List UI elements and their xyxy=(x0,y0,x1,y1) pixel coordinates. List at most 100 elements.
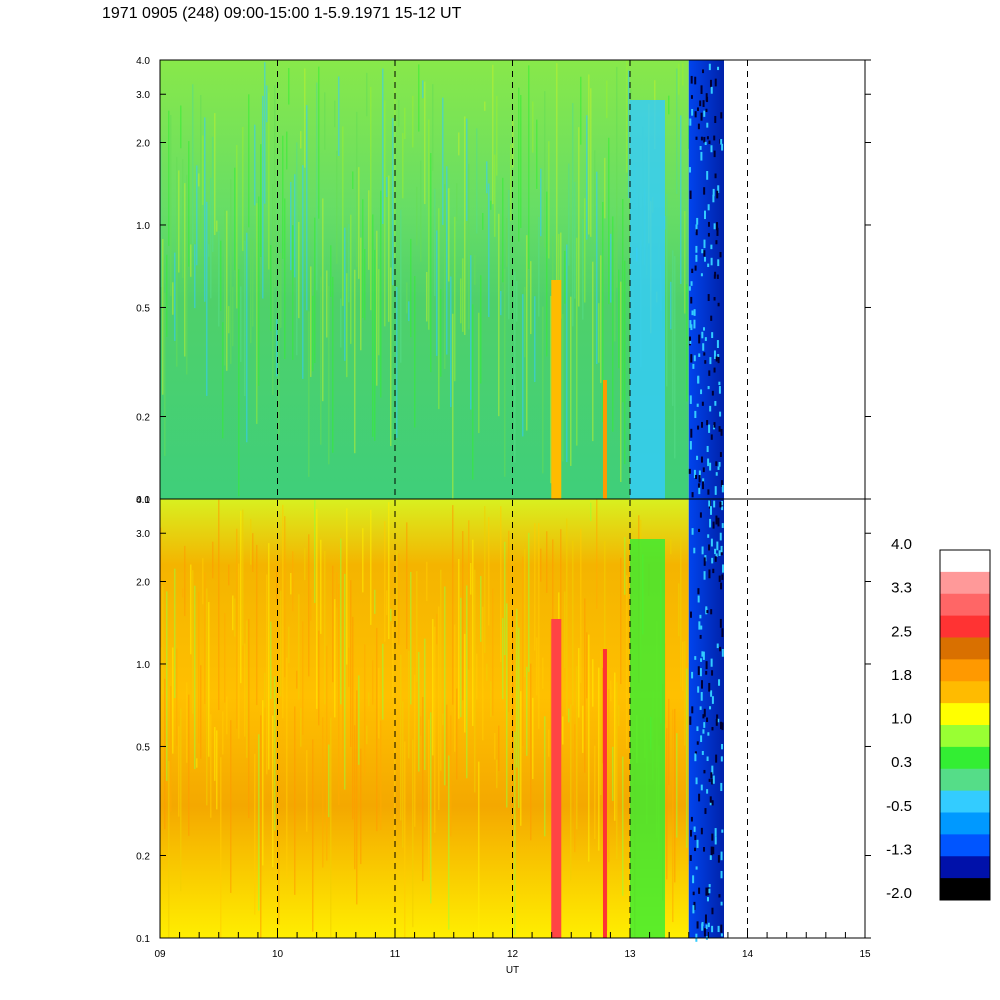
y-tick-label: 3.0 xyxy=(136,90,150,101)
noise-speck xyxy=(689,395,692,404)
noise-speck xyxy=(700,658,703,662)
spectral-streak xyxy=(530,261,532,335)
spectral-streak xyxy=(364,249,366,321)
noise-speck xyxy=(690,324,693,331)
noise-speck xyxy=(714,78,717,87)
noise-speck xyxy=(713,367,716,373)
noise-speck xyxy=(710,690,713,697)
noise-speck xyxy=(688,468,691,474)
noise-speck xyxy=(717,855,720,863)
spectral-streak xyxy=(472,304,474,480)
spectral-streak xyxy=(598,667,600,851)
spectral-streak xyxy=(498,213,500,417)
spectral-streak xyxy=(494,732,496,760)
noise-speck xyxy=(721,484,724,493)
noise-speck xyxy=(716,222,719,231)
noise-speck xyxy=(716,274,719,279)
noise-speck xyxy=(712,194,715,203)
colorbar-label: 4.0 xyxy=(891,536,912,553)
spectral-streak xyxy=(368,190,370,270)
spectral-streak xyxy=(230,720,232,893)
noise-speck xyxy=(718,550,721,557)
spectral-streak xyxy=(350,214,352,344)
noise-speck xyxy=(708,888,711,894)
spectral-streak xyxy=(574,724,576,853)
noise-speck xyxy=(704,256,707,262)
spectral-streak xyxy=(458,559,460,719)
noise-speck xyxy=(712,846,715,855)
noise-speck xyxy=(691,671,694,679)
noise-speck xyxy=(714,836,717,845)
spectral-streak xyxy=(272,184,274,396)
y-tick-label: 0.2 xyxy=(136,413,150,424)
spectral-streak xyxy=(300,708,302,747)
spectral-streak xyxy=(334,100,336,128)
spectral-streak xyxy=(312,295,314,372)
spectral-streak xyxy=(602,201,604,423)
spectral-streak xyxy=(414,674,416,827)
spectral-streak xyxy=(594,150,596,244)
noise-speck xyxy=(698,334,701,344)
spectral-streak xyxy=(250,238,252,344)
transition-band xyxy=(630,100,665,499)
spectral-streak xyxy=(306,105,308,311)
spectral-streak xyxy=(410,571,412,705)
spectral-streak xyxy=(500,506,502,663)
spectral-streak xyxy=(600,650,602,796)
noise-speck xyxy=(701,680,704,689)
spectral-streak xyxy=(626,60,628,173)
spectral-streak xyxy=(198,173,200,187)
spectral-streak xyxy=(382,68,384,224)
spectral-streak xyxy=(464,116,466,335)
noise-speck xyxy=(716,227,719,236)
spectral-streak xyxy=(172,282,174,315)
noise-speck xyxy=(720,851,723,861)
spectral-streak xyxy=(618,705,620,727)
y-tick-label: 0.5 xyxy=(136,303,150,314)
spectral-streak xyxy=(276,567,278,603)
noise-speck xyxy=(690,75,693,84)
spectral-streak xyxy=(296,142,298,356)
event-band xyxy=(602,380,607,499)
spectral-streak xyxy=(666,728,668,880)
noise-speck xyxy=(720,901,723,906)
spectral-streak xyxy=(510,751,512,761)
spectral-streak xyxy=(312,739,314,932)
spectral-streak xyxy=(376,627,378,832)
spectral-streak xyxy=(244,240,246,397)
noise-speck xyxy=(716,541,719,551)
spectral-streak xyxy=(234,598,236,637)
noise-speck xyxy=(695,224,698,233)
spectral-streak xyxy=(484,506,486,653)
spectral-streak xyxy=(426,271,428,322)
noise-speck xyxy=(701,331,704,339)
spectral-streak xyxy=(212,541,214,579)
spectral-streak xyxy=(416,571,418,682)
noise-speck xyxy=(701,249,704,254)
spectral-streak xyxy=(496,95,498,176)
noise-speck xyxy=(710,315,713,321)
colorbar-swatch xyxy=(940,550,990,573)
spectral-streak xyxy=(388,175,390,322)
noise-speck xyxy=(702,327,705,331)
spectral-streak xyxy=(578,127,580,307)
spectral-streak xyxy=(208,244,210,257)
noise-speck xyxy=(701,546,704,555)
noise-speck xyxy=(702,729,705,734)
noise-speck xyxy=(694,76,697,85)
spectral-streak xyxy=(358,167,360,279)
spectral-streak xyxy=(428,119,430,330)
x-tick-label: 10 xyxy=(272,949,284,960)
spectral-streak xyxy=(522,556,524,746)
spectral-streak xyxy=(206,588,208,806)
noise-speck xyxy=(708,682,711,692)
noise-speck xyxy=(715,461,718,466)
spectral-streak xyxy=(386,590,388,616)
spectral-streak xyxy=(298,221,300,319)
spectral-streak xyxy=(564,591,566,669)
spectral-streak xyxy=(164,292,166,456)
noise-speck xyxy=(717,185,720,194)
x-tick-label: 15 xyxy=(859,949,871,960)
spectral-streak xyxy=(512,612,514,776)
noise-speck xyxy=(709,462,712,471)
